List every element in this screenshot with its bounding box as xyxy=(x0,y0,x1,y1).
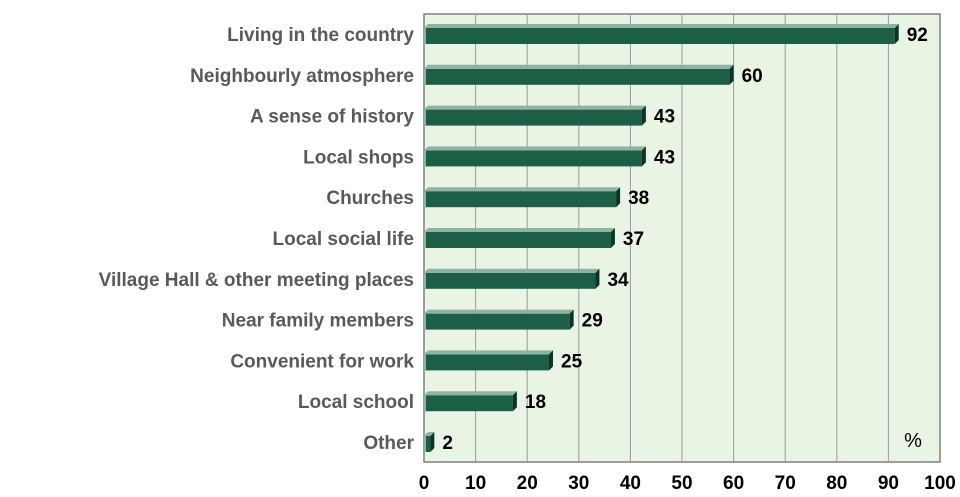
bar-front xyxy=(424,436,431,452)
bar-front xyxy=(424,272,596,289)
bar xyxy=(424,391,517,412)
value-label: 2 xyxy=(442,433,453,454)
x-tick-label: 0 xyxy=(419,473,430,494)
x-tick-label: 50 xyxy=(671,473,692,494)
bar-front xyxy=(424,313,570,330)
value-label: 43 xyxy=(654,147,675,168)
x-tick-label: 30 xyxy=(568,473,589,494)
bar xyxy=(424,24,899,44)
bar-side xyxy=(430,432,435,452)
x-tick-label: 90 xyxy=(878,473,899,494)
bar-front xyxy=(424,109,642,126)
bar-top xyxy=(424,105,646,110)
unit-label: % xyxy=(904,430,922,452)
category-label: A sense of history xyxy=(250,107,414,128)
bar-top xyxy=(424,64,734,69)
value-label: 37 xyxy=(623,229,644,250)
bar-front xyxy=(424,354,549,371)
bar-front xyxy=(424,28,895,44)
bar-top xyxy=(424,309,574,314)
category-label: Other xyxy=(363,433,414,454)
bar-front xyxy=(424,395,513,412)
category-label: Local school xyxy=(298,392,414,413)
bar-edge xyxy=(424,28,426,44)
bar-front xyxy=(424,150,642,167)
bar-side xyxy=(641,146,646,167)
category-label: Neighbourly atmosphere xyxy=(190,66,414,87)
category-label: Convenient for work xyxy=(230,351,414,372)
bar xyxy=(424,432,435,452)
x-tick-label: 100 xyxy=(924,473,956,494)
bar-top xyxy=(424,350,553,355)
bar-edge xyxy=(424,272,426,289)
x-axis-tick-labels: 0 10 20 30 40 50 60 70 80 90 100 xyxy=(419,473,956,494)
bar-side xyxy=(569,309,574,330)
value-label: 38 xyxy=(628,188,649,209)
bar-edge xyxy=(424,109,426,126)
bar-side xyxy=(729,64,734,85)
x-tick-label: 70 xyxy=(775,473,796,494)
bar-edge xyxy=(424,354,426,371)
x-tick-label: 60 xyxy=(723,473,744,494)
x-tick-label: 40 xyxy=(620,473,641,494)
bar xyxy=(424,350,553,371)
category-label: Local social life xyxy=(273,229,415,250)
bar-top xyxy=(424,146,646,151)
bar-side xyxy=(549,350,553,371)
x-tick-label: 10 xyxy=(465,473,486,494)
bar-side xyxy=(595,268,600,289)
value-label: 18 xyxy=(525,392,546,413)
bar-top xyxy=(424,24,899,28)
bar-side xyxy=(894,24,899,44)
bar-front xyxy=(424,68,730,85)
bar-top xyxy=(424,268,600,273)
bar xyxy=(424,309,574,330)
value-label: 43 xyxy=(654,107,675,128)
category-label: Living in the country xyxy=(227,25,414,46)
bar-side xyxy=(641,105,646,126)
value-label: 92 xyxy=(907,25,928,46)
bar-top xyxy=(424,187,621,192)
category-label: Village Hall & other meeting places xyxy=(99,270,414,291)
bar-edge xyxy=(424,313,426,330)
category-label: Local shops xyxy=(303,147,414,168)
category-label: Churches xyxy=(326,188,414,209)
bar xyxy=(424,146,646,167)
bar-edge xyxy=(424,191,426,208)
bar xyxy=(424,187,621,208)
bar-edge xyxy=(424,395,426,412)
bar-edge xyxy=(424,436,426,452)
bar-edge xyxy=(424,232,426,248)
value-label: 60 xyxy=(742,66,763,87)
value-label: 25 xyxy=(561,351,583,372)
bar-front xyxy=(424,232,611,248)
x-tick-label: 80 xyxy=(826,473,847,494)
bar-edge xyxy=(424,68,426,85)
bar-top xyxy=(424,228,615,232)
bars xyxy=(424,24,899,452)
gridlines xyxy=(475,14,889,462)
bar-top xyxy=(424,432,435,436)
bar-side xyxy=(610,228,615,248)
bar xyxy=(424,105,646,126)
bar-side xyxy=(616,187,621,208)
bar xyxy=(424,268,600,289)
bar xyxy=(424,228,615,248)
bar-top xyxy=(424,391,517,396)
bar-side xyxy=(512,391,517,412)
value-label: 34 xyxy=(607,270,629,291)
x-tick-label: 20 xyxy=(517,473,538,494)
category-label: Near family members xyxy=(222,311,414,332)
category-labels: Living in the country Neighbourly atmosph… xyxy=(99,25,415,454)
bar-front xyxy=(424,191,617,208)
bar xyxy=(424,64,734,85)
value-label: 29 xyxy=(582,311,603,332)
bar-edge xyxy=(424,150,426,167)
